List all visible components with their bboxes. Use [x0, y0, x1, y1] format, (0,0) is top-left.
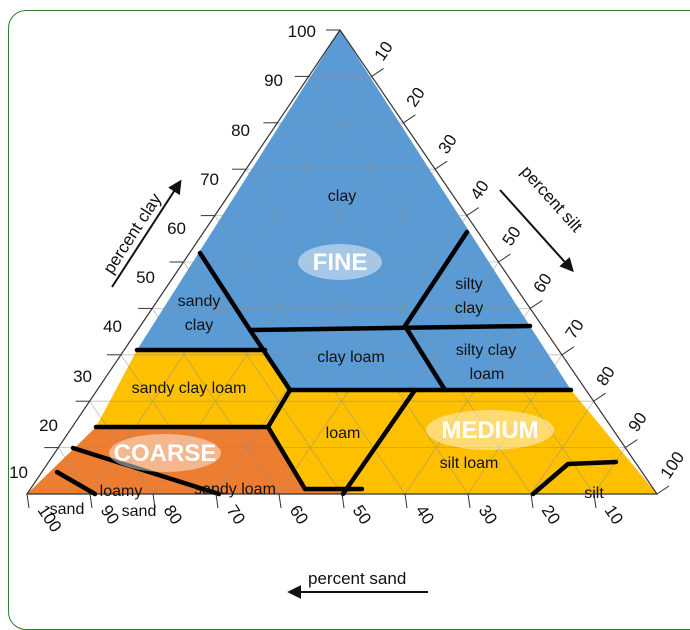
zone-sandy-clay-line2: clay [185, 317, 213, 334]
clay-tick-60: 60 [167, 219, 186, 238]
zone-loam: loam [326, 425, 361, 442]
sand-tick-10: 10 [601, 502, 627, 528]
class-boundaries [54, 229, 619, 497]
sand-tick-60: 60 [286, 502, 312, 528]
fine-region [137, 30, 571, 390]
zone-clay: clay [328, 188, 356, 205]
coarse-badge: COARSE [109, 434, 221, 472]
silt-tick-90: 90 [625, 409, 651, 435]
coarse-region [27, 427, 362, 494]
coarse-label: COARSE [114, 440, 217, 467]
zone-silty-clay-line2: clay [455, 300, 483, 317]
axis-ticks [26, 29, 670, 509]
zone-silty-clay-loam-line1: silty clay [456, 342, 516, 359]
silt-tick-30: 30 [435, 131, 461, 157]
silt-tick-20: 20 [403, 84, 429, 110]
soil-texture-triangle: 10 20 30 40 50 60 70 80 90 100 10 20 30 … [9, 22, 689, 599]
sand-tick-80: 80 [160, 502, 186, 528]
zone-clay-loam: clay loam [317, 349, 385, 366]
silt-tick-10: 10 [371, 38, 397, 64]
medium-label: MEDIUM [441, 417, 538, 444]
sand-tick-30: 30 [475, 502, 501, 528]
fine-badge: FINE [298, 244, 382, 280]
silt-axis-arrow: percent silt [499, 162, 586, 273]
silt-tick-40: 40 [467, 177, 493, 203]
sand-tick-70: 70 [223, 502, 249, 528]
sand-tick-40: 40 [412, 502, 438, 528]
clay-tick-80: 80 [231, 121, 250, 140]
zone-silty-clay-loam-line2: loam [470, 366, 505, 383]
silt-tick-60: 60 [530, 270, 556, 296]
zone-silt: silt [584, 485, 604, 502]
silt-tick-70: 70 [562, 316, 588, 342]
sand-tick-90: 90 [97, 502, 123, 528]
grid-lines [57, 76, 626, 495]
sand-tick-50: 50 [349, 502, 375, 528]
zone-sand: sand [50, 501, 85, 518]
clay-tick-30: 30 [73, 367, 92, 386]
silt-tick-80: 80 [593, 363, 619, 389]
medium-badge: MEDIUM [426, 410, 554, 450]
medium-region [96, 350, 657, 494]
fine-label: FINE [313, 249, 368, 276]
zone-sandy-clay-loam: sandy clay loam [132, 380, 247, 397]
silt-tick-50: 50 [499, 223, 525, 249]
clay-tick-70: 70 [200, 170, 219, 189]
sand-axis-arrow: percent sand [287, 569, 428, 599]
clay-axis-labels: 10 20 30 40 50 60 70 80 90 100 [9, 22, 316, 482]
zone-labels: clay sandy clay silty clay clay loam sil… [50, 188, 605, 520]
clay-tick-100: 100 [288, 22, 316, 41]
silt-tick-100: 100 [657, 448, 689, 482]
zone-loamy-sand-line1: loamy [100, 483, 143, 500]
percent-clay-label: percent clay [99, 190, 165, 278]
percent-sand-label: percent sand [308, 569, 406, 588]
clay-tick-10: 10 [9, 463, 28, 482]
clay-tick-90: 90 [264, 71, 283, 90]
sand-tick-20: 20 [538, 502, 564, 528]
zone-sandy-clay-line1: sandy [178, 293, 221, 310]
zone-sandy-loam: sandy loam [194, 481, 276, 498]
percent-silt-label: percent silt [517, 162, 586, 236]
clay-tick-20: 20 [39, 416, 58, 435]
zone-loamy-sand-line2: sand [122, 503, 157, 520]
clay-tick-40: 40 [103, 317, 122, 336]
clay-tick-50: 50 [136, 268, 155, 287]
zone-silt-loam: silt loam [440, 455, 499, 472]
zone-silty-clay-line1: silty [455, 276, 483, 293]
